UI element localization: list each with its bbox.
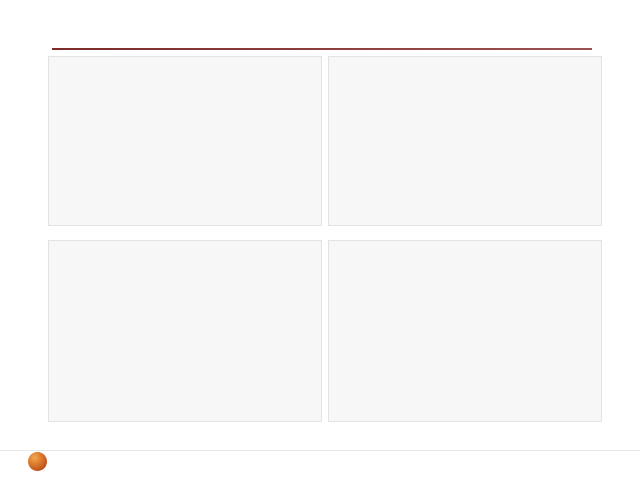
chart-panel-wind-installations xyxy=(48,56,322,226)
company-logo xyxy=(24,452,51,471)
chart-canvas-3 xyxy=(49,241,321,421)
chart-panel-public-tender xyxy=(328,56,602,226)
chart-canvas-2 xyxy=(329,57,601,225)
logo-badge-icon xyxy=(28,452,47,471)
chart-panel-export-amount xyxy=(328,240,602,422)
chart-panel-tender-price xyxy=(48,240,322,422)
chart-canvas-1 xyxy=(49,57,321,225)
title-divider xyxy=(52,48,592,50)
footer-divider xyxy=(0,450,640,451)
chart-canvas-4 xyxy=(329,241,601,421)
